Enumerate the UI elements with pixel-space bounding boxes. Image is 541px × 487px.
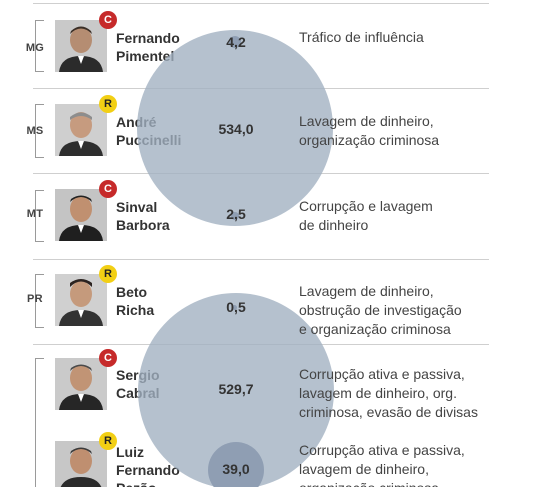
politician-photo [55,104,107,156]
badge-c-icon: C [99,11,117,29]
state-bracket [35,190,44,242]
politician-photo [55,189,107,241]
value-label: 534,0 [218,121,254,137]
badge-r-icon: R [99,265,117,283]
politician-name: LuizFernandoPezão [116,444,180,487]
politician-name: Sinval Barbora [116,199,170,233]
state-bracket [35,274,44,328]
badge-c-icon: C [99,180,117,198]
politician-photo [55,441,107,487]
value-bubble [137,30,333,226]
crime-description: Corrupção ativa e passiva, lavagem de din… [299,442,465,487]
politician-name: Fernando Pimentel [116,30,180,64]
state-label: PR [27,293,43,305]
value-label: 529,7 [218,381,254,397]
value-label: 0,5 [226,299,246,315]
crime-description: Corrupção ativa e passiva, lavagem de din… [299,366,478,420]
badge-r-icon: R [99,95,117,113]
value-label: 4,2 [226,34,246,50]
politician-photo [55,20,107,72]
state-bracket [35,358,44,487]
politician-name: Beto Richa [116,284,155,318]
value-bubble [208,442,264,487]
state-bracket [35,20,44,72]
value-bubble [231,212,239,220]
row-divider [33,259,489,260]
crime-description: Lavagem de dinheiro, obstrução de investi… [299,283,462,337]
state-label: MT [26,208,44,220]
crime-description: Tráfico de influência [299,29,424,45]
value-label: 2,5 [226,206,246,222]
crime-description: Lavagem de dinheiro, organização criminos… [299,113,440,148]
state-bracket [35,104,44,158]
politician-photo [55,358,107,410]
state-label: MG [25,42,45,54]
badge-r-icon: R [99,432,117,450]
row-divider [33,3,489,4]
badge-c-icon: C [99,349,117,367]
crime-description: Corrupção e lavagem de dinheiro [299,198,433,233]
value-label: 39,0 [222,461,250,477]
value-bubble [229,36,241,48]
politician-photo [55,274,107,326]
state-label: MS [26,125,44,137]
value-bubble [232,305,237,310]
